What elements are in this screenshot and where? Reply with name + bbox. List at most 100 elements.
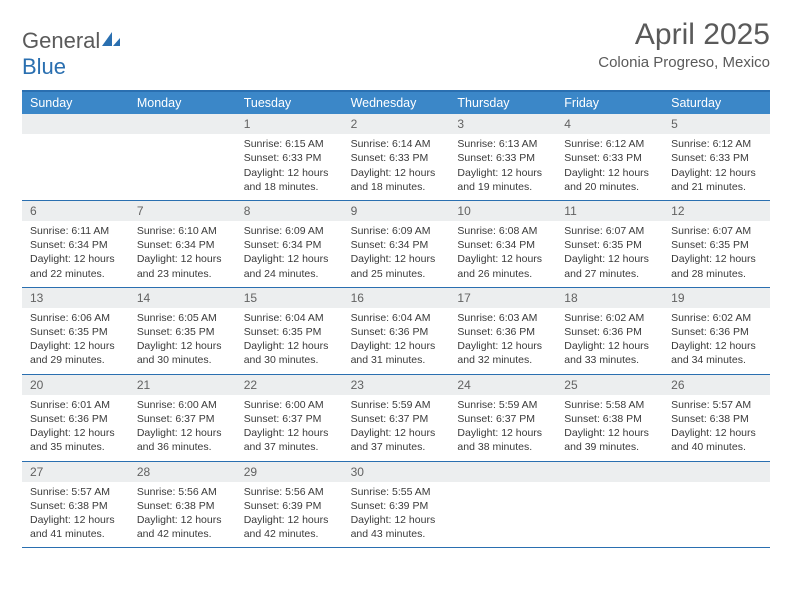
day-number: 19 bbox=[663, 288, 770, 308]
day-cell bbox=[556, 482, 663, 548]
title-block: April 2025 Colonia Progreso, Mexico bbox=[598, 18, 770, 71]
sunrise-line: Sunrise: 6:11 AM bbox=[30, 224, 121, 238]
sunset-line: Sunset: 6:37 PM bbox=[244, 412, 335, 426]
day-cell: Sunrise: 6:15 AMSunset: 6:33 PMDaylight:… bbox=[236, 134, 343, 200]
daylight-line: Daylight: 12 hours and 36 minutes. bbox=[137, 426, 228, 454]
day-number: 29 bbox=[236, 462, 343, 482]
day-number: 28 bbox=[129, 462, 236, 482]
sunrise-line: Sunrise: 6:12 AM bbox=[671, 137, 762, 151]
location-label: Colonia Progreso, Mexico bbox=[598, 54, 770, 71]
sunset-line: Sunset: 6:33 PM bbox=[244, 151, 335, 165]
weekday-label: Friday bbox=[556, 92, 663, 114]
day-cell bbox=[663, 482, 770, 548]
day-number bbox=[449, 462, 556, 482]
daylight-line: Daylight: 12 hours and 29 minutes. bbox=[30, 339, 121, 367]
day-number: 26 bbox=[663, 375, 770, 395]
sunrise-line: Sunrise: 6:05 AM bbox=[137, 311, 228, 325]
day-cell: Sunrise: 6:04 AMSunset: 6:35 PMDaylight:… bbox=[236, 308, 343, 374]
day-cell: Sunrise: 6:10 AMSunset: 6:34 PMDaylight:… bbox=[129, 221, 236, 287]
sunset-line: Sunset: 6:37 PM bbox=[457, 412, 548, 426]
daylight-line: Daylight: 12 hours and 18 minutes. bbox=[244, 166, 335, 194]
day-cell: Sunrise: 5:59 AMSunset: 6:37 PMDaylight:… bbox=[343, 395, 450, 461]
daynum-row: 6789101112 bbox=[22, 201, 770, 221]
daynum-row: 27282930 bbox=[22, 462, 770, 482]
week-row: Sunrise: 6:01 AMSunset: 6:36 PMDaylight:… bbox=[22, 395, 770, 462]
daylight-line: Daylight: 12 hours and 25 minutes. bbox=[351, 252, 442, 280]
sunset-line: Sunset: 6:35 PM bbox=[30, 325, 121, 339]
day-number: 22 bbox=[236, 375, 343, 395]
sunrise-line: Sunrise: 6:09 AM bbox=[244, 224, 335, 238]
day-cell: Sunrise: 6:14 AMSunset: 6:33 PMDaylight:… bbox=[343, 134, 450, 200]
day-cell: Sunrise: 6:01 AMSunset: 6:36 PMDaylight:… bbox=[22, 395, 129, 461]
daynum-row: 13141516171819 bbox=[22, 288, 770, 308]
daylight-line: Daylight: 12 hours and 22 minutes. bbox=[30, 252, 121, 280]
day-number: 5 bbox=[663, 114, 770, 134]
day-number: 7 bbox=[129, 201, 236, 221]
sunrise-line: Sunrise: 6:02 AM bbox=[564, 311, 655, 325]
sunset-line: Sunset: 6:38 PM bbox=[30, 499, 121, 513]
day-cell: Sunrise: 6:08 AMSunset: 6:34 PMDaylight:… bbox=[449, 221, 556, 287]
week-row: Sunrise: 6:15 AMSunset: 6:33 PMDaylight:… bbox=[22, 134, 770, 201]
sunset-line: Sunset: 6:36 PM bbox=[30, 412, 121, 426]
sunset-line: Sunset: 6:37 PM bbox=[137, 412, 228, 426]
sunrise-line: Sunrise: 5:55 AM bbox=[351, 485, 442, 499]
day-cell: Sunrise: 5:57 AMSunset: 6:38 PMDaylight:… bbox=[663, 395, 770, 461]
day-number: 6 bbox=[22, 201, 129, 221]
sunrise-line: Sunrise: 5:59 AM bbox=[457, 398, 548, 412]
sunset-line: Sunset: 6:34 PM bbox=[30, 238, 121, 252]
day-number: 18 bbox=[556, 288, 663, 308]
sunrise-line: Sunrise: 6:10 AM bbox=[137, 224, 228, 238]
day-cell: Sunrise: 6:02 AMSunset: 6:36 PMDaylight:… bbox=[663, 308, 770, 374]
day-number bbox=[22, 114, 129, 134]
day-cell: Sunrise: 6:00 AMSunset: 6:37 PMDaylight:… bbox=[129, 395, 236, 461]
day-number: 27 bbox=[22, 462, 129, 482]
daylight-line: Daylight: 12 hours and 37 minutes. bbox=[351, 426, 442, 454]
day-number bbox=[556, 462, 663, 482]
day-number: 13 bbox=[22, 288, 129, 308]
day-cell: Sunrise: 6:04 AMSunset: 6:36 PMDaylight:… bbox=[343, 308, 450, 374]
daylight-line: Daylight: 12 hours and 30 minutes. bbox=[137, 339, 228, 367]
sunset-line: Sunset: 6:34 PM bbox=[351, 238, 442, 252]
daylight-line: Daylight: 12 hours and 33 minutes. bbox=[564, 339, 655, 367]
day-cell: Sunrise: 5:56 AMSunset: 6:39 PMDaylight:… bbox=[236, 482, 343, 548]
daylight-line: Daylight: 12 hours and 24 minutes. bbox=[244, 252, 335, 280]
sunset-line: Sunset: 6:33 PM bbox=[457, 151, 548, 165]
daylight-line: Daylight: 12 hours and 42 minutes. bbox=[244, 513, 335, 541]
day-number: 24 bbox=[449, 375, 556, 395]
sunrise-line: Sunrise: 5:59 AM bbox=[351, 398, 442, 412]
daylight-line: Daylight: 12 hours and 34 minutes. bbox=[671, 339, 762, 367]
day-number: 12 bbox=[663, 201, 770, 221]
daylight-line: Daylight: 12 hours and 32 minutes. bbox=[457, 339, 548, 367]
day-number: 30 bbox=[343, 462, 450, 482]
sunrise-line: Sunrise: 5:56 AM bbox=[137, 485, 228, 499]
sunrise-line: Sunrise: 6:03 AM bbox=[457, 311, 548, 325]
day-cell: Sunrise: 6:00 AMSunset: 6:37 PMDaylight:… bbox=[236, 395, 343, 461]
day-number: 15 bbox=[236, 288, 343, 308]
sunset-line: Sunset: 6:33 PM bbox=[671, 151, 762, 165]
day-cell: Sunrise: 5:55 AMSunset: 6:39 PMDaylight:… bbox=[343, 482, 450, 548]
sunset-line: Sunset: 6:35 PM bbox=[137, 325, 228, 339]
sunset-line: Sunset: 6:37 PM bbox=[351, 412, 442, 426]
day-cell bbox=[449, 482, 556, 548]
day-number bbox=[663, 462, 770, 482]
weekday-header: Sunday Monday Tuesday Wednesday Thursday… bbox=[22, 92, 770, 114]
logo-sail-icon bbox=[100, 28, 122, 54]
daylight-line: Daylight: 12 hours and 21 minutes. bbox=[671, 166, 762, 194]
week-row: Sunrise: 6:11 AMSunset: 6:34 PMDaylight:… bbox=[22, 221, 770, 288]
daylight-line: Daylight: 12 hours and 40 minutes. bbox=[671, 426, 762, 454]
calendar: Sunday Monday Tuesday Wednesday Thursday… bbox=[22, 90, 770, 548]
sunset-line: Sunset: 6:35 PM bbox=[244, 325, 335, 339]
sunset-line: Sunset: 6:35 PM bbox=[671, 238, 762, 252]
sunrise-line: Sunrise: 6:00 AM bbox=[137, 398, 228, 412]
sunrise-line: Sunrise: 6:15 AM bbox=[244, 137, 335, 151]
weekday-label: Wednesday bbox=[343, 92, 450, 114]
day-number: 17 bbox=[449, 288, 556, 308]
sunrise-line: Sunrise: 6:06 AM bbox=[30, 311, 121, 325]
daylight-line: Daylight: 12 hours and 31 minutes. bbox=[351, 339, 442, 367]
day-number: 10 bbox=[449, 201, 556, 221]
day-number: 23 bbox=[343, 375, 450, 395]
sunrise-line: Sunrise: 6:13 AM bbox=[457, 137, 548, 151]
sunrise-line: Sunrise: 6:08 AM bbox=[457, 224, 548, 238]
daylight-line: Daylight: 12 hours and 27 minutes. bbox=[564, 252, 655, 280]
logo-text-a: General bbox=[22, 28, 100, 53]
